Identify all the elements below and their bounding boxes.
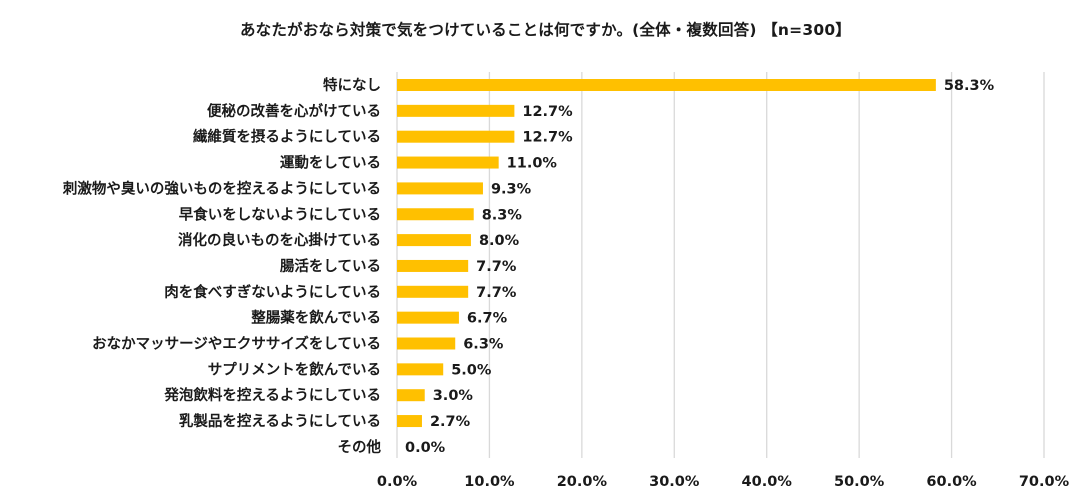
x-tick-label: 20.0%	[557, 474, 608, 490]
value-label: 8.0%	[479, 233, 520, 249]
bar	[397, 130, 515, 143]
category-label: おなかマッサージやエクササイズをしている	[92, 335, 381, 353]
bar	[397, 259, 469, 272]
bar	[397, 182, 483, 195]
value-label: 2.7%	[430, 414, 471, 430]
category-label: 腸活をしている	[280, 257, 381, 275]
x-tick-label: 60.0%	[926, 474, 977, 490]
category-labels: 特になし便秘の改善を心がけている繊維質を摂るようにしている運動をしている刺激物や…	[62, 76, 382, 456]
bar	[397, 234, 471, 247]
bar	[397, 79, 936, 91]
value-label: 7.7%	[476, 259, 517, 275]
value-label: 58.3%	[944, 78, 995, 94]
category-label: 消化の良いものを心掛けている	[178, 231, 381, 249]
category-label: 乳製品を控えるようにしている	[179, 412, 381, 430]
value-label: 9.3%	[491, 181, 532, 197]
value-label: 5.0%	[451, 362, 492, 378]
category-label: 運動をしている	[280, 155, 381, 172]
x-tick-label: 0.0%	[377, 474, 418, 490]
bar	[397, 156, 499, 169]
x-tick-labels: 0.0% 10.0% 20.0% 30.0% 40.0% 50.0% 60.0% 70.0%	[377, 474, 1070, 490]
value-label: 6.3%	[463, 337, 504, 353]
value-label: 0.0%	[405, 440, 446, 456]
value-label: 8.3%	[482, 207, 523, 223]
x-tick-label: 40.0%	[742, 474, 793, 490]
category-label: 肉を食べすぎないようにしている	[164, 283, 381, 301]
bar	[397, 208, 474, 221]
bar	[397, 389, 425, 402]
category-label: 整腸薬を飲んでいる	[251, 309, 381, 327]
category-label: 特になし	[323, 76, 381, 94]
category-label: 刺激物や臭いの強いものを控えるようにしている	[62, 179, 381, 197]
bar	[397, 104, 515, 117]
value-labels: 58.3% 12.7% 12.7% 11.0% 9.3% 8.3% 8.0% 7.7% 7.7%…	[405, 78, 995, 456]
value-label: 12.7%	[522, 104, 573, 120]
category-label: 便秘の改善を心がけている	[207, 102, 381, 120]
chart-title: あなたがおなら対策で気をつけていることは何ですか。(全体・複数回答) 【n=30…	[239, 21, 852, 39]
value-label: 12.7%	[522, 130, 573, 146]
x-tick-label: 30.0%	[649, 474, 700, 490]
bars	[397, 79, 936, 428]
bar	[397, 415, 422, 428]
category-label: 発泡飲料を控えるようにしている	[163, 386, 381, 404]
bar	[397, 285, 469, 298]
category-label: その他	[338, 438, 382, 456]
value-label: 11.0%	[507, 156, 558, 172]
bar	[397, 363, 444, 376]
value-label: 7.7%	[476, 285, 517, 301]
category-label: サプリメントを飲んでいる	[208, 360, 381, 378]
bar	[397, 311, 459, 324]
x-tick-label: 10.0%	[464, 474, 515, 490]
x-tick-label: 70.0%	[1019, 474, 1070, 490]
x-tick-label: 50.0%	[834, 474, 885, 490]
value-label: 6.7%	[467, 311, 508, 327]
bar	[397, 337, 456, 350]
category-label: 繊維質を摂るようにしている	[193, 128, 381, 146]
category-label: 早食いをしないようにしている	[179, 205, 381, 223]
value-label: 3.0%	[433, 388, 474, 404]
